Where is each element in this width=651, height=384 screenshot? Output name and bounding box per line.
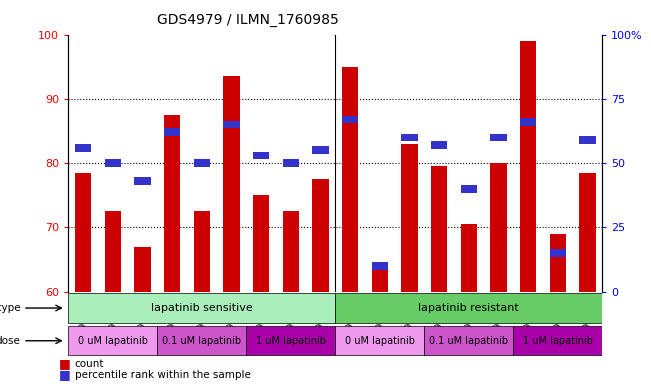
Bar bbox=[134, 247, 150, 292]
Text: ■: ■ bbox=[59, 357, 70, 370]
Bar bbox=[68, 293, 335, 323]
Text: 1 uM lapatinib: 1 uM lapatinib bbox=[256, 336, 326, 346]
Bar bbox=[105, 159, 121, 167]
Bar bbox=[312, 146, 329, 154]
Bar bbox=[372, 263, 388, 292]
Text: 0.1 uM lapatinib: 0.1 uM lapatinib bbox=[162, 336, 242, 346]
Text: 0 uM lapatinib: 0 uM lapatinib bbox=[345, 336, 415, 346]
Bar bbox=[520, 118, 536, 126]
Bar bbox=[520, 41, 536, 292]
Bar bbox=[164, 128, 180, 136]
Bar bbox=[283, 211, 299, 292]
Bar bbox=[253, 195, 270, 292]
Bar bbox=[401, 144, 417, 292]
Bar bbox=[431, 141, 447, 149]
Text: 0.1 uM lapatinib: 0.1 uM lapatinib bbox=[429, 336, 508, 346]
Bar bbox=[134, 177, 150, 185]
Bar bbox=[193, 159, 210, 167]
Bar bbox=[253, 152, 270, 159]
Bar bbox=[105, 211, 121, 292]
Text: lapatinib resistant: lapatinib resistant bbox=[419, 303, 519, 313]
Bar bbox=[579, 136, 596, 144]
Bar bbox=[342, 116, 358, 123]
Bar bbox=[401, 134, 417, 141]
Bar bbox=[549, 249, 566, 257]
Bar bbox=[246, 326, 335, 356]
Bar bbox=[460, 185, 477, 193]
Text: dose: dose bbox=[0, 336, 20, 346]
Bar bbox=[312, 179, 329, 292]
Bar bbox=[193, 211, 210, 292]
Bar bbox=[342, 67, 358, 292]
Text: 0 uM lapatinib: 0 uM lapatinib bbox=[78, 336, 148, 346]
Bar bbox=[68, 326, 158, 356]
Text: cell type: cell type bbox=[0, 303, 20, 313]
Text: GDS4979 / ILMN_1760985: GDS4979 / ILMN_1760985 bbox=[156, 13, 339, 27]
Bar bbox=[158, 326, 246, 356]
Bar bbox=[223, 121, 240, 128]
Bar bbox=[460, 224, 477, 292]
Bar bbox=[335, 326, 424, 356]
Text: lapatinib sensitive: lapatinib sensitive bbox=[151, 303, 253, 313]
Text: 1 uM lapatinib: 1 uM lapatinib bbox=[523, 336, 592, 346]
Bar bbox=[75, 173, 91, 292]
Bar bbox=[490, 134, 506, 141]
Bar bbox=[223, 76, 240, 292]
Text: ■: ■ bbox=[59, 368, 70, 381]
Bar bbox=[335, 293, 602, 323]
Text: count: count bbox=[75, 359, 104, 369]
Bar bbox=[424, 326, 513, 356]
Bar bbox=[579, 173, 596, 292]
Text: percentile rank within the sample: percentile rank within the sample bbox=[75, 370, 251, 380]
Bar bbox=[431, 166, 447, 292]
Bar bbox=[549, 234, 566, 292]
Bar bbox=[513, 326, 602, 356]
Bar bbox=[283, 159, 299, 167]
Bar bbox=[164, 115, 180, 292]
Bar bbox=[490, 163, 506, 292]
Bar bbox=[75, 144, 91, 152]
Bar bbox=[372, 262, 388, 270]
